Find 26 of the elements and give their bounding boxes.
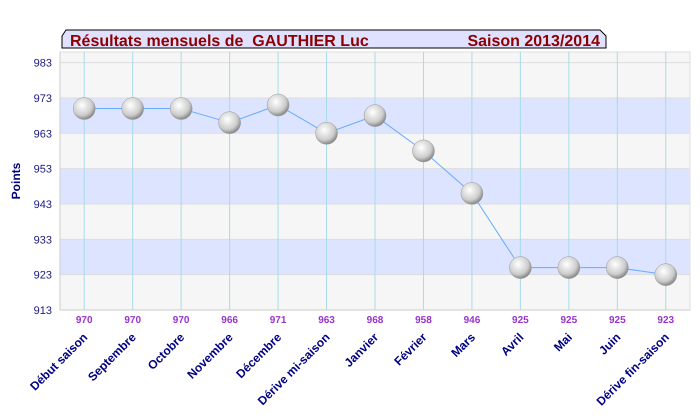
y-tick-label: 983	[34, 58, 52, 70]
data-label: 923	[657, 315, 675, 326]
data-label: 970	[76, 315, 94, 326]
y-tick-label: 913	[34, 305, 52, 317]
data-label: 966	[221, 315, 238, 326]
chart-title: Résultats mensuels de GAUTHIER Luc	[70, 33, 369, 50]
data-label: 970	[124, 315, 142, 326]
data-label: 925	[608, 315, 626, 326]
data-label: 946	[464, 315, 481, 326]
y-tick-label: 973	[34, 92, 52, 105]
data-label: 925	[512, 315, 530, 326]
x-tick-label: Mai	[550, 330, 575, 354]
data-label: 971	[270, 315, 287, 326]
y-tick-label: 933	[34, 234, 52, 246]
data-label: 968	[366, 315, 384, 326]
x-tick-label: Juin	[596, 330, 624, 358]
data-label: 970	[172, 315, 190, 326]
y-tick-label: 923	[34, 270, 52, 282]
data-label: 963	[318, 315, 336, 326]
data-label: 958	[415, 315, 432, 326]
y-tick-label: 943	[34, 198, 52, 211]
y-tick-label: 953	[34, 164, 52, 176]
y-tick-label: 963	[34, 128, 52, 140]
data-label: 925	[560, 315, 578, 326]
chart-subtitle: Saison 2013/2014	[467, 33, 600, 50]
y-axis-title: Points	[9, 162, 23, 200]
